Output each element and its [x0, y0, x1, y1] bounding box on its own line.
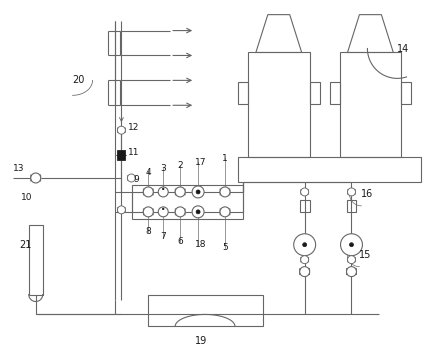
- Text: 3: 3: [160, 164, 166, 173]
- Polygon shape: [301, 257, 305, 262]
- Text: 19: 19: [195, 336, 207, 346]
- Circle shape: [347, 256, 355, 264]
- Text: 10: 10: [21, 193, 32, 203]
- Text: 18: 18: [195, 240, 206, 249]
- Text: 15: 15: [359, 250, 372, 260]
- Bar: [248, 53, 310, 157]
- Text: 5: 5: [222, 243, 228, 252]
- Polygon shape: [36, 175, 41, 181]
- Circle shape: [294, 234, 315, 256]
- Circle shape: [192, 186, 204, 198]
- Text: 9: 9: [133, 176, 139, 185]
- Text: 2: 2: [177, 160, 183, 170]
- Circle shape: [144, 187, 153, 197]
- Bar: [117, 150, 125, 160]
- Polygon shape: [347, 257, 351, 262]
- Bar: [310, 82, 319, 104]
- Circle shape: [341, 234, 362, 256]
- Circle shape: [175, 187, 185, 197]
- Text: 14: 14: [397, 44, 409, 53]
- Circle shape: [175, 207, 185, 217]
- Polygon shape: [299, 269, 305, 275]
- Circle shape: [350, 243, 354, 247]
- Circle shape: [158, 207, 168, 217]
- Polygon shape: [351, 269, 357, 275]
- Bar: [29, 225, 43, 294]
- Polygon shape: [180, 208, 185, 215]
- Circle shape: [299, 267, 310, 277]
- Polygon shape: [220, 208, 225, 215]
- Bar: [238, 82, 248, 104]
- Circle shape: [163, 188, 164, 190]
- Bar: [330, 82, 339, 104]
- Text: 12: 12: [128, 123, 140, 132]
- Polygon shape: [175, 208, 180, 215]
- Polygon shape: [351, 190, 355, 194]
- Polygon shape: [225, 208, 230, 215]
- Text: 16: 16: [361, 189, 374, 199]
- Polygon shape: [128, 176, 132, 180]
- Polygon shape: [305, 257, 309, 262]
- Text: 7: 7: [160, 232, 166, 241]
- Circle shape: [128, 174, 136, 182]
- Bar: [346, 200, 357, 212]
- Circle shape: [163, 208, 164, 210]
- Circle shape: [117, 126, 125, 134]
- Circle shape: [144, 207, 153, 217]
- Circle shape: [303, 243, 307, 247]
- Circle shape: [346, 267, 357, 277]
- Polygon shape: [144, 208, 148, 215]
- Circle shape: [220, 187, 230, 197]
- Bar: [339, 53, 401, 157]
- Polygon shape: [346, 269, 351, 275]
- Polygon shape: [175, 189, 180, 195]
- Text: 21: 21: [19, 240, 31, 250]
- Polygon shape: [148, 208, 153, 215]
- Polygon shape: [117, 207, 121, 212]
- Circle shape: [220, 207, 230, 217]
- Polygon shape: [132, 176, 136, 180]
- Bar: [238, 157, 421, 182]
- Polygon shape: [347, 190, 351, 194]
- Text: 20: 20: [73, 75, 85, 85]
- Text: 4: 4: [145, 167, 151, 177]
- Polygon shape: [225, 189, 230, 195]
- Text: 17: 17: [195, 158, 206, 167]
- Polygon shape: [31, 175, 36, 181]
- Text: 13: 13: [13, 164, 24, 173]
- Circle shape: [301, 188, 309, 196]
- Polygon shape: [121, 128, 125, 133]
- Polygon shape: [148, 189, 153, 195]
- Circle shape: [158, 187, 168, 197]
- Bar: [132, 185, 243, 219]
- Polygon shape: [351, 257, 355, 262]
- Polygon shape: [144, 189, 148, 195]
- Bar: [148, 294, 263, 326]
- Text: 6: 6: [177, 237, 183, 246]
- Polygon shape: [301, 190, 305, 194]
- Bar: [401, 82, 411, 104]
- Circle shape: [301, 256, 309, 264]
- Circle shape: [196, 190, 200, 194]
- Circle shape: [196, 210, 200, 214]
- Polygon shape: [220, 189, 225, 195]
- Polygon shape: [121, 207, 125, 212]
- Text: 8: 8: [145, 227, 151, 236]
- Circle shape: [347, 188, 355, 196]
- Circle shape: [192, 206, 204, 218]
- Polygon shape: [180, 189, 185, 195]
- Text: 11: 11: [128, 147, 140, 157]
- Bar: [299, 200, 310, 212]
- Circle shape: [117, 206, 125, 214]
- Polygon shape: [305, 190, 309, 194]
- Text: 1: 1: [222, 154, 228, 163]
- Circle shape: [31, 173, 41, 183]
- Polygon shape: [305, 269, 310, 275]
- Polygon shape: [117, 128, 121, 133]
